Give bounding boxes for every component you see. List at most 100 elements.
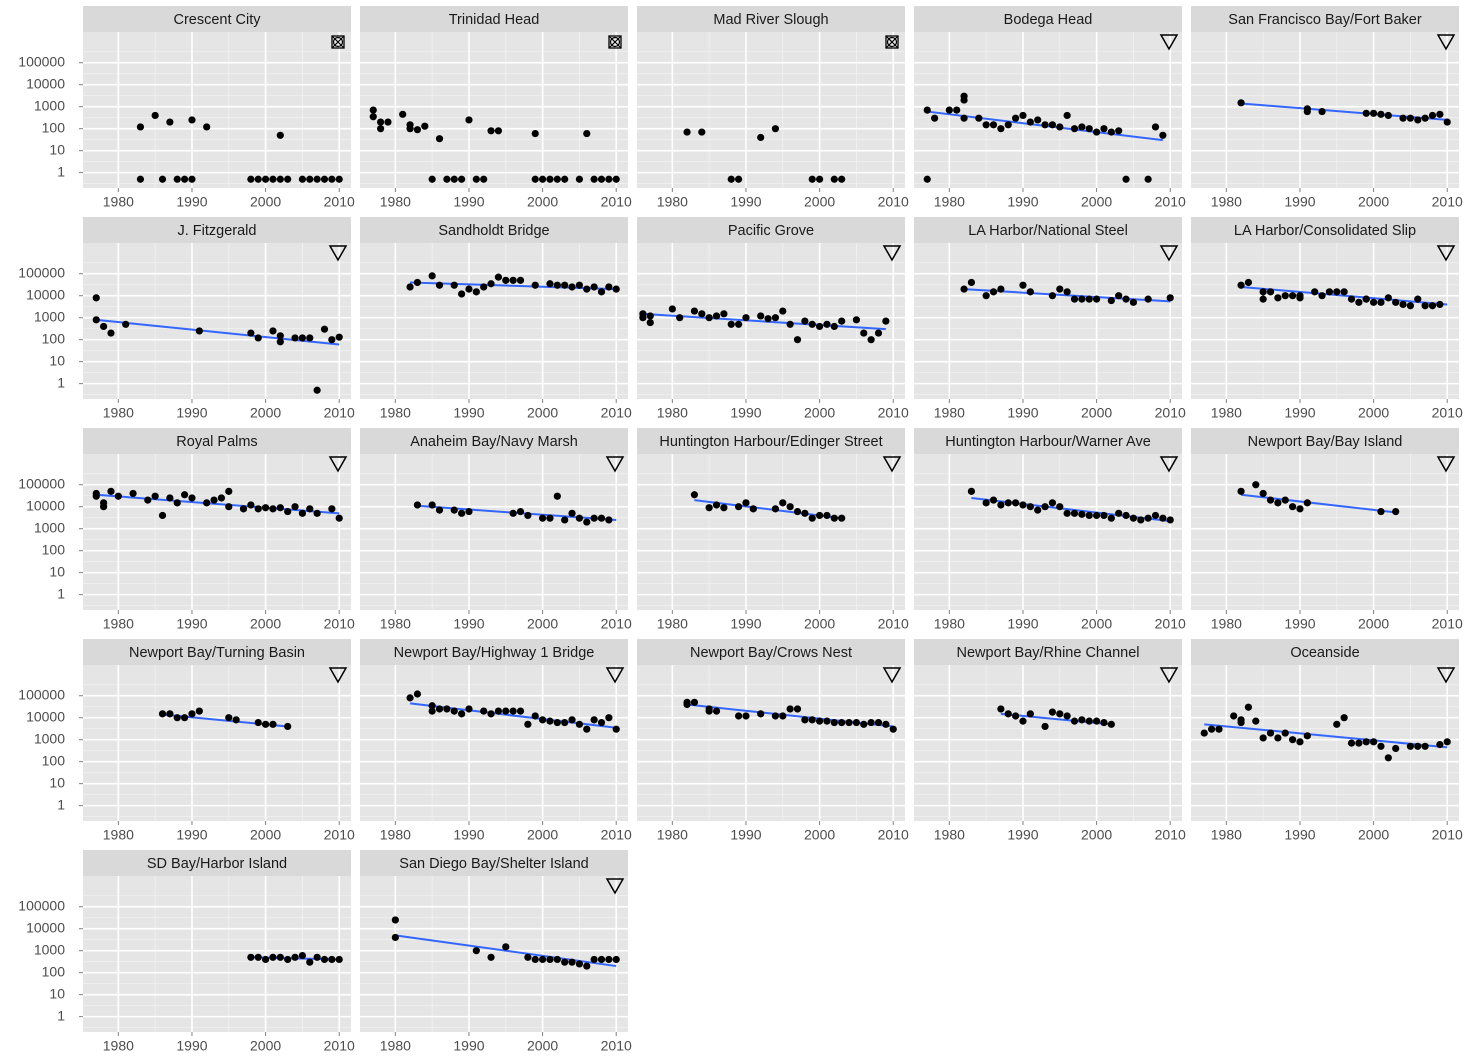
point — [406, 125, 414, 133]
point — [413, 690, 422, 698]
point — [269, 175, 277, 183]
point — [524, 720, 532, 728]
point — [1406, 302, 1415, 310]
strip — [914, 6, 1182, 32]
trend-symbol — [608, 35, 622, 49]
x-tick-label: 1980 — [657, 194, 688, 210]
panel-background — [1191, 243, 1459, 399]
point — [764, 315, 772, 323]
x-tick-label: 1990 — [1284, 616, 1315, 632]
point — [1200, 729, 1208, 737]
y-tick-label: 1000 — [34, 519, 65, 535]
panel-title: Royal Palms — [176, 434, 257, 450]
point — [1259, 295, 1267, 303]
point — [502, 943, 510, 951]
point — [284, 955, 292, 964]
point — [1347, 295, 1356, 303]
point — [823, 320, 831, 328]
x-tick-label: 2000 — [527, 1038, 558, 1054]
y-tick-label: 100 — [42, 752, 66, 768]
x-tick-label: 1990 — [453, 1038, 484, 1054]
point — [852, 316, 861, 324]
point — [575, 514, 584, 522]
x-tick-label: 2010 — [324, 1038, 355, 1054]
point — [406, 694, 414, 702]
point — [306, 958, 314, 966]
point — [1026, 710, 1034, 718]
point — [597, 175, 606, 183]
point — [136, 175, 145, 183]
point — [830, 175, 838, 183]
point — [1107, 514, 1115, 522]
point — [516, 276, 525, 284]
point — [874, 329, 883, 337]
x-tick-label: 2000 — [1081, 616, 1112, 632]
point — [502, 276, 510, 284]
point — [1085, 295, 1093, 303]
point — [1333, 720, 1341, 728]
point — [92, 492, 100, 500]
point — [1325, 288, 1334, 296]
point — [1274, 294, 1282, 302]
point — [173, 175, 181, 183]
x-tick-label: 2000 — [804, 405, 835, 421]
point — [1129, 298, 1138, 306]
point — [997, 501, 1005, 509]
point — [779, 307, 787, 315]
point — [960, 96, 968, 104]
point — [575, 281, 584, 289]
point — [1362, 738, 1370, 746]
point — [450, 281, 458, 289]
point — [838, 175, 846, 183]
panel-title: Newport Bay/Bay Island — [1248, 434, 1403, 450]
point — [742, 314, 750, 322]
x-tick-label: 1980 — [1211, 194, 1242, 210]
strip — [1191, 639, 1459, 665]
x-tick-label: 1980 — [934, 405, 965, 421]
x-tick-label: 1990 — [176, 405, 207, 421]
y-tick-label: 10 — [49, 352, 65, 368]
trend-symbol — [328, 456, 348, 473]
panel-background — [360, 454, 628, 610]
x-tick-label: 2000 — [250, 194, 281, 210]
panel-title: LA Harbor/National Steel — [968, 223, 1128, 239]
point — [683, 128, 691, 136]
trend-line — [1000, 712, 1112, 726]
trend-symbol — [608, 35, 622, 49]
point — [538, 716, 547, 724]
x-tick-label: 2010 — [601, 616, 632, 632]
point — [1414, 742, 1422, 750]
y-tick-label: 1 — [57, 585, 65, 601]
point — [247, 501, 255, 509]
point — [151, 111, 159, 120]
strip — [1191, 6, 1459, 32]
point — [808, 320, 816, 328]
x-tick-label: 2000 — [527, 405, 558, 421]
point — [860, 720, 868, 728]
point — [1443, 738, 1451, 746]
point — [568, 716, 576, 724]
point — [1144, 514, 1152, 522]
point — [158, 511, 167, 520]
point — [553, 492, 561, 500]
point — [1237, 99, 1245, 107]
point — [465, 285, 473, 293]
y-tick-label: 100000 — [18, 897, 65, 913]
point — [1369, 109, 1378, 117]
point — [1056, 503, 1064, 511]
point — [269, 505, 277, 513]
y-tick-label: 100 — [42, 541, 66, 557]
point — [997, 285, 1005, 293]
point — [1085, 125, 1093, 133]
point — [690, 491, 699, 499]
point — [1428, 302, 1437, 310]
point — [646, 318, 654, 327]
x-tick-label: 1990 — [176, 616, 207, 632]
point — [181, 175, 189, 183]
point — [1384, 294, 1392, 302]
point — [808, 175, 816, 183]
point — [166, 118, 174, 126]
point — [1078, 123, 1086, 131]
point — [298, 951, 307, 960]
point — [1048, 499, 1057, 507]
